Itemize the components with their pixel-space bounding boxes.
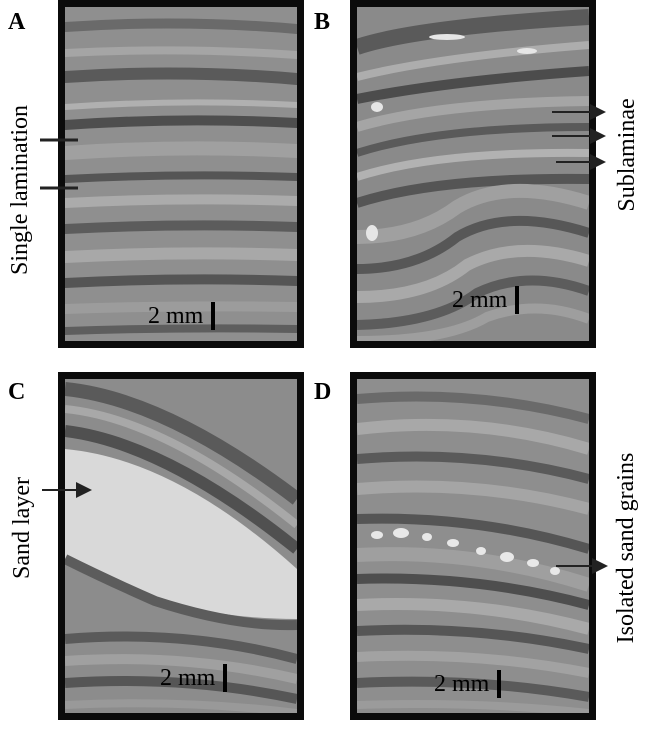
panel-c-photo	[58, 372, 304, 720]
panel-d-scale-bar	[497, 670, 502, 698]
sand-layer-shape	[65, 449, 297, 619]
panel-c-laminae	[65, 379, 297, 713]
panel-b-laminae	[357, 7, 589, 341]
panel-a-laminae	[65, 7, 297, 341]
panel-a-lamination-markers	[40, 138, 78, 190]
panel-b-side-label: Sublaminae	[614, 98, 640, 212]
panel-c-scale-bar	[223, 664, 228, 692]
panel-b-photo	[350, 0, 596, 348]
panel-a-letter: A	[8, 9, 26, 35]
panel-d-scale-label: 2 mm	[434, 671, 490, 697]
panel-d-side-label: Isolated sand grains	[613, 452, 639, 644]
panel-a-scale-label: 2 mm	[148, 303, 204, 329]
panel-c-letter: C	[8, 379, 26, 405]
panel-b-letter: B	[314, 9, 331, 35]
panel-a-photo	[58, 0, 304, 348]
panel-c-sand-arrow	[42, 482, 92, 498]
panel-b-scale: 2 mm	[452, 286, 520, 314]
panel-a-scale-bar	[211, 302, 216, 330]
panel-d-grains-arrow	[556, 558, 608, 574]
isolated-sand-grains	[371, 528, 560, 575]
panel-b-scale-label: 2 mm	[452, 287, 508, 313]
panel-a-scale: 2 mm	[148, 302, 216, 330]
panel-d-letter: D	[314, 379, 332, 405]
panel-c-scale: 2 mm	[160, 664, 228, 692]
panel-b-scale-bar	[515, 286, 520, 314]
panel-a-side-label: Single lamination	[7, 105, 33, 275]
panel-b-sublaminae-arrows	[552, 104, 606, 170]
panel-d-photo	[350, 372, 596, 720]
panel-c-scale-label: 2 mm	[160, 665, 216, 691]
panel-d-laminae	[357, 379, 589, 713]
panel-d-scale: 2 mm	[434, 670, 502, 698]
panel-c-side-label: Sand layer	[9, 477, 35, 579]
